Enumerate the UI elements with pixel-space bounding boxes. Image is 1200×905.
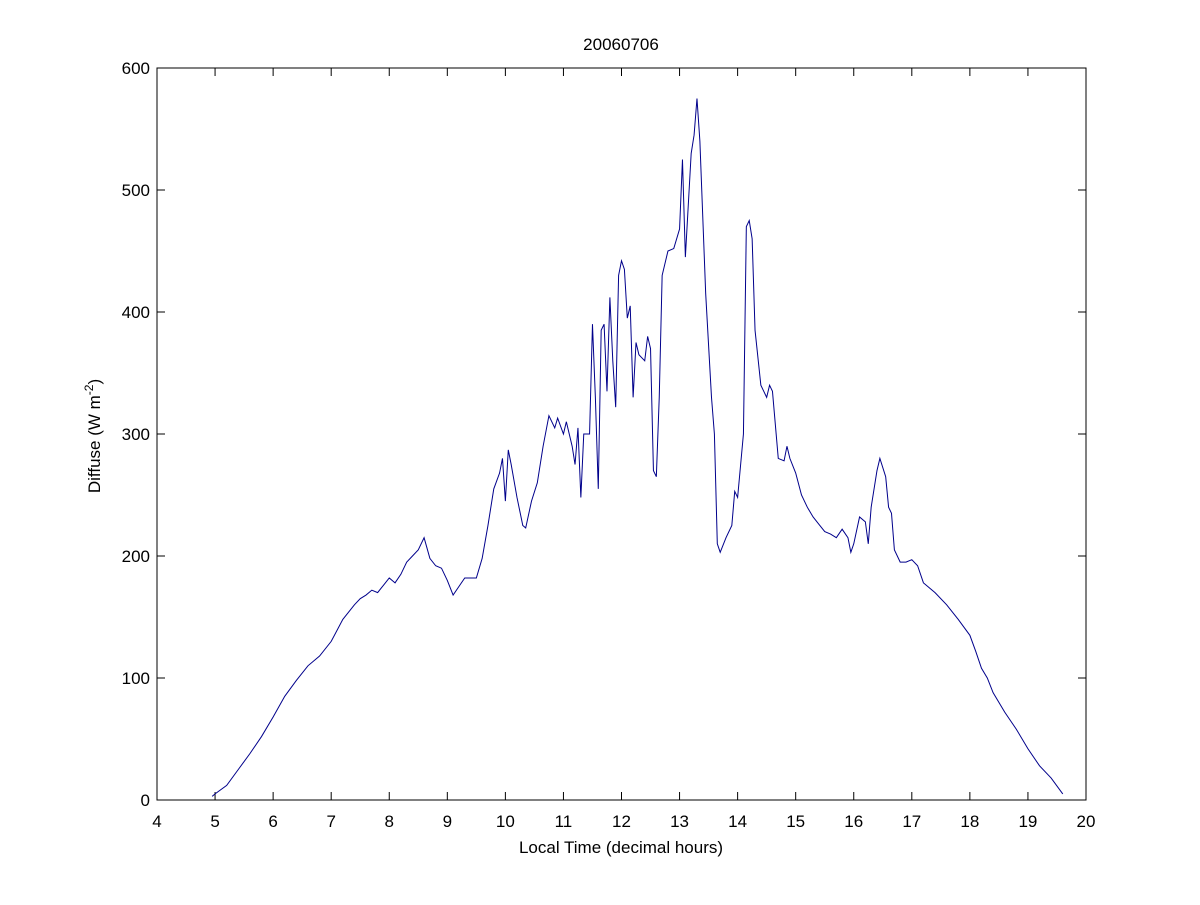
x-tick-label: 16 xyxy=(844,812,863,831)
y-tick-label: 300 xyxy=(122,425,150,444)
x-tick-label: 17 xyxy=(902,812,921,831)
x-tick-label: 9 xyxy=(443,812,452,831)
y-tick-label: 100 xyxy=(122,669,150,688)
y-axis-label: Diffuse (W m-2) xyxy=(82,379,104,493)
x-tick-label: 18 xyxy=(960,812,979,831)
x-tick-label: 4 xyxy=(152,812,161,831)
y-tick-label: 200 xyxy=(122,547,150,566)
x-tick-label: 13 xyxy=(670,812,689,831)
x-axis-label: Local Time (decimal hours) xyxy=(519,838,723,857)
x-tick-label: 7 xyxy=(326,812,335,831)
y-tick-label: 400 xyxy=(122,303,150,322)
x-tick-label: 14 xyxy=(728,812,747,831)
x-tick-label: 6 xyxy=(268,812,277,831)
x-tick-label: 15 xyxy=(786,812,805,831)
x-tick-label: 10 xyxy=(496,812,515,831)
y-tick-label: 600 xyxy=(122,59,150,78)
chart-title: 20060706 xyxy=(583,35,659,54)
y-tick-label: 0 xyxy=(141,791,150,810)
x-tick-label: 19 xyxy=(1018,812,1037,831)
data-line xyxy=(211,98,1064,797)
x-tick-label: 8 xyxy=(385,812,394,831)
x-tick-label: 12 xyxy=(612,812,631,831)
x-tick-label: 5 xyxy=(210,812,219,831)
y-tick-label: 500 xyxy=(122,181,150,200)
x-tick-label: 20 xyxy=(1077,812,1096,831)
x-tick-label: 11 xyxy=(555,812,573,831)
